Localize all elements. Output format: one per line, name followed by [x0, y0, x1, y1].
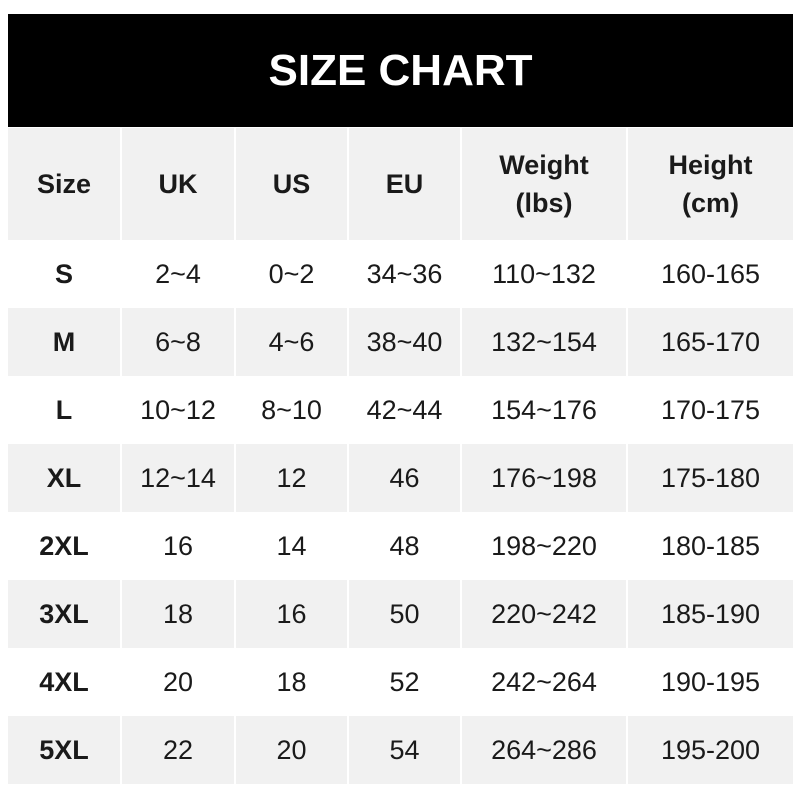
cell-us: 0~2 — [234, 240, 348, 308]
cell-size: 2XL — [39, 530, 89, 561]
cell-eu: 34~36 — [347, 240, 461, 308]
cell-weight: 242~264 — [460, 648, 627, 716]
cell-uk: 18 — [120, 580, 235, 648]
cell-size: S — [54, 258, 73, 289]
cell-us: 8~10 — [234, 376, 348, 444]
cell-height: 195-200 — [626, 716, 793, 784]
cell-height: 175-180 — [626, 444, 793, 512]
cell-us: 14 — [234, 512, 348, 580]
cell-us: 16 — [234, 580, 348, 648]
cell-size: 5XL — [8, 716, 121, 784]
cell-eu: 46 — [347, 444, 461, 512]
table-row: 3XL 18 16 50 220~242 185-190 — [8, 580, 793, 648]
cell-size: XL — [8, 444, 121, 512]
cell-weight: 176~198 — [460, 444, 627, 512]
cell-uk: 6~8 — [120, 308, 235, 376]
cell-height: 170-175 — [626, 376, 793, 444]
column-header-uk: UK — [120, 128, 235, 240]
cell-size: 3XL — [8, 580, 121, 648]
cell-weight: 220~242 — [460, 580, 627, 648]
cell-eu: 48 — [347, 512, 461, 580]
column-header-weight: Weight (lbs) — [460, 128, 627, 240]
cell-uk: 16 — [120, 512, 235, 580]
cell-weight: 154~176 — [460, 376, 627, 444]
column-header-us: US — [234, 128, 348, 240]
cell-weight: 110~132 — [460, 240, 627, 308]
table-row: 2XL 16 14 48 198~220 180-185 — [8, 512, 793, 580]
cell-us: 12 — [234, 444, 348, 512]
table-row: M 6~8 4~6 38~40 132~154 165-170 — [8, 308, 793, 376]
table-row: L 10~12 8~10 42~44 154~176 170-175 — [8, 376, 793, 444]
cell-size: 4XL — [39, 666, 89, 697]
table-header-row: Size UK US EU Weight (lbs) Height (cm) — [8, 128, 793, 240]
cell-height: 190-195 — [626, 648, 793, 716]
cell-eu: 52 — [347, 648, 461, 716]
size-table: Size UK US EU Weight (lbs) Height (cm) S 2~4 0~2 3… — [8, 128, 793, 784]
cell-height: 160-165 — [626, 240, 793, 308]
column-header-eu: EU — [347, 128, 461, 240]
cell-eu: 50 — [347, 580, 461, 648]
cell-uk: 12~14 — [120, 444, 235, 512]
cell-eu: 42~44 — [347, 376, 461, 444]
cell-uk: 20 — [120, 648, 235, 716]
cell-height: 185-190 — [626, 580, 793, 648]
table-row: 5XL 22 20 54 264~286 195-200 — [8, 716, 793, 784]
cell-uk: 2~4 — [120, 240, 235, 308]
cell-size: M — [8, 308, 121, 376]
cell-eu: 38~40 — [347, 308, 461, 376]
cell-us: 18 — [234, 648, 348, 716]
page-title: SIZE CHART — [8, 14, 793, 127]
cell-us: 4~6 — [234, 308, 348, 376]
cell-size: L — [55, 394, 73, 425]
cell-height: 180-185 — [626, 512, 793, 580]
cell-uk: 22 — [120, 716, 235, 784]
column-header-height: Height (cm) — [626, 128, 793, 240]
cell-weight: 264~286 — [460, 716, 627, 784]
table-row: XL 12~14 12 46 176~198 175-180 — [8, 444, 793, 512]
cell-eu: 54 — [347, 716, 461, 784]
cell-weight: 198~220 — [460, 512, 627, 580]
table-row: S 2~4 0~2 34~36 110~132 160-165 — [8, 240, 793, 308]
cell-uk: 10~12 — [120, 376, 235, 444]
cell-height: 165-170 — [626, 308, 793, 376]
cell-weight: 132~154 — [460, 308, 627, 376]
column-header-size: Size — [8, 128, 121, 240]
cell-us: 20 — [234, 716, 348, 784]
table-row: 4XL 20 18 52 242~264 190-195 — [8, 648, 793, 716]
